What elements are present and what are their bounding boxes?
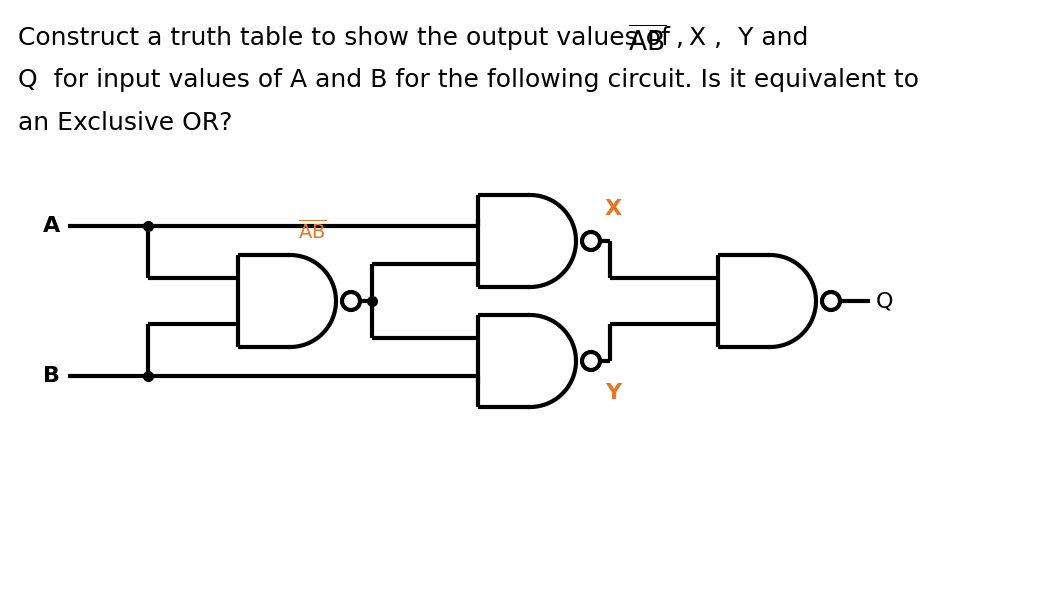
Text: B: B — [43, 366, 60, 386]
Text: $\overline{\mathsf{AB}}$: $\overline{\mathsf{AB}}$ — [298, 219, 327, 243]
Text: , X ,  Y and: , X , Y and — [668, 26, 808, 50]
Text: Q  for input values of A and B for the following circuit. Is it equivalent to: Q for input values of A and B for the fo… — [18, 68, 919, 92]
Text: Y: Y — [605, 383, 622, 403]
Text: an Exclusive OR?: an Exclusive OR? — [18, 111, 232, 135]
Text: Construct a truth table to show the output values of: Construct a truth table to show the outp… — [18, 26, 670, 50]
Text: $\overline{\mathsf{AB}}$: $\overline{\mathsf{AB}}$ — [628, 26, 666, 57]
Text: Q: Q — [876, 291, 894, 311]
Text: A: A — [43, 216, 60, 236]
Text: X: X — [605, 199, 622, 219]
